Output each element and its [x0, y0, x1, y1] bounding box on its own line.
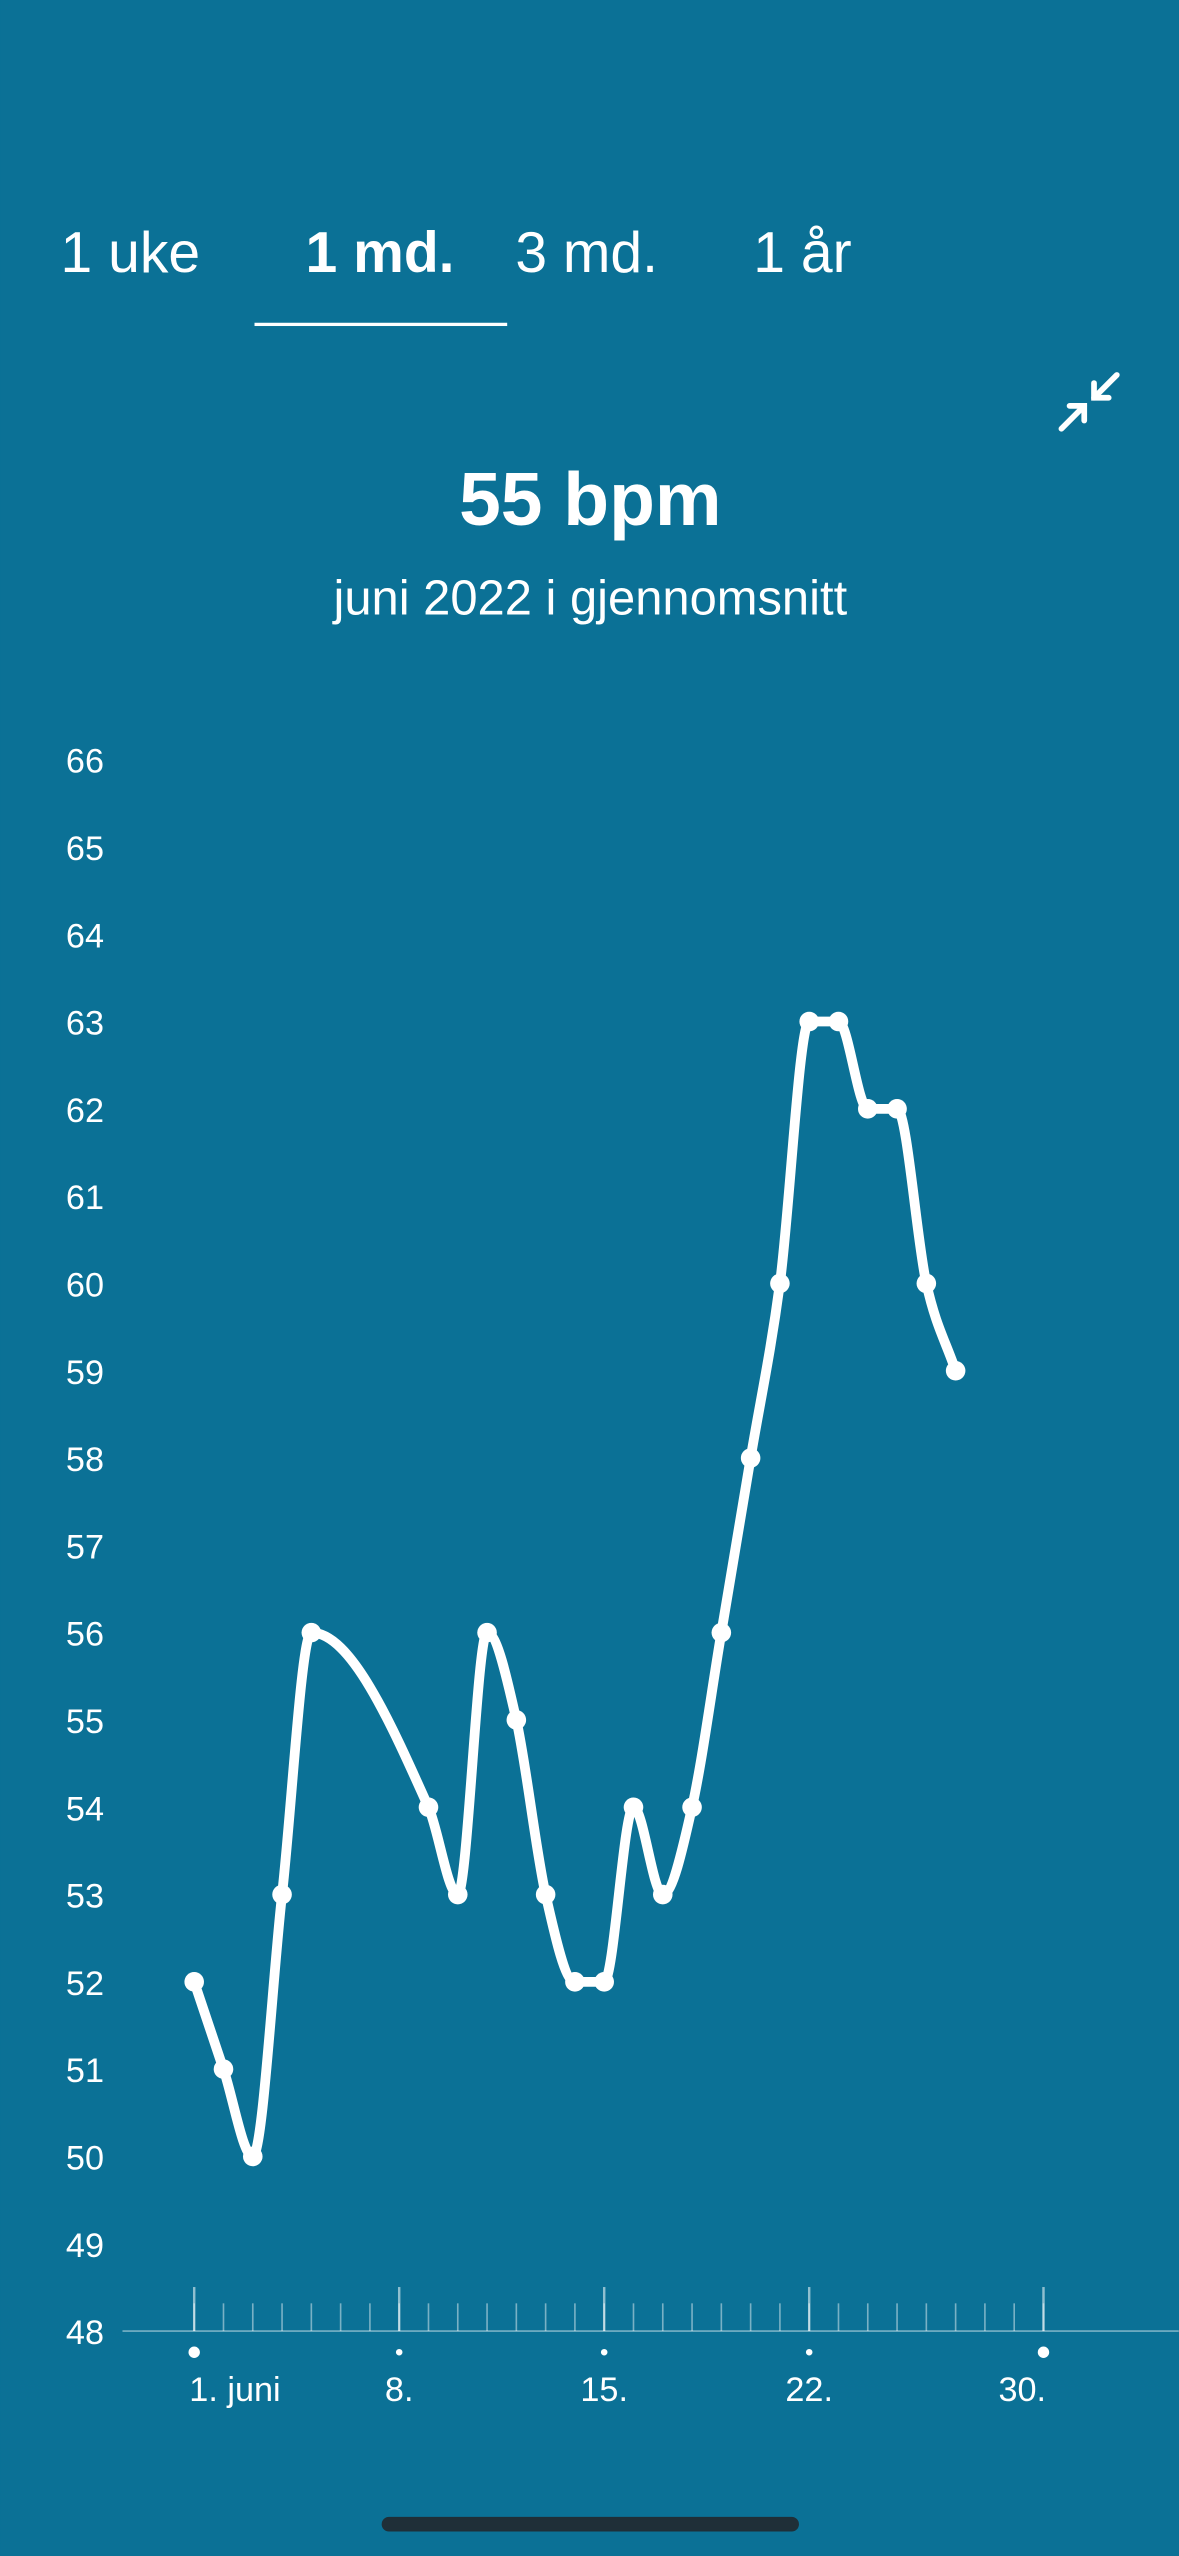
point [242, 2146, 263, 2167]
y-tick-label: 56 [66, 1616, 104, 1654]
tab-underline [254, 322, 508, 327]
home-indicator [381, 2516, 799, 2532]
y-tick-label: 60 [66, 1266, 104, 1304]
y-tick-label: 55 [66, 1703, 104, 1741]
tab[interactable]: 1 år [753, 221, 851, 285]
tab-selected[interactable]: 1 md. [306, 221, 455, 285]
x-tick-label: 15. [580, 2371, 628, 2409]
point [799, 1011, 819, 1032]
x-tick-label: 1. juni [189, 2371, 280, 2409]
tab[interactable]: 1 uke [61, 221, 201, 285]
point [477, 1622, 497, 1643]
x-tick-dot [600, 2348, 608, 2356]
summary-value: 55 bpm [459, 457, 721, 541]
y-tick-label: 48 [66, 2314, 104, 2352]
y-tick-label: 51 [66, 2052, 104, 2090]
point [770, 1273, 790, 1294]
point [711, 1622, 732, 1643]
x-tick-label: 8. [385, 2371, 414, 2409]
tab[interactable]: 3 md. [515, 221, 658, 285]
point [565, 1972, 585, 1992]
y-tick-label: 66 [66, 743, 104, 781]
point [887, 1099, 907, 1119]
x-tick-label: 22. [785, 2371, 833, 2409]
y-tick-label: 58 [66, 1441, 104, 1479]
point [682, 1797, 702, 1818]
x-tick-dot [395, 2348, 403, 2356]
x-tick-dot [805, 2348, 813, 2356]
point [652, 1884, 673, 1905]
x-tick-dot [1037, 2346, 1050, 2358]
point [184, 1972, 204, 1992]
y-tick-label: 49 [66, 2227, 104, 2265]
collapse-button[interactable] [1058, 372, 1120, 432]
point [828, 1011, 849, 1032]
y-tick-label: 54 [66, 1790, 104, 1828]
x-tick-dot [188, 2346, 200, 2358]
x-tick-label: 30. [999, 2371, 1047, 2409]
y-tick-label: 52 [66, 1965, 104, 2003]
point [447, 1884, 468, 1905]
point [213, 2059, 234, 2079]
point [418, 1797, 439, 1818]
y-tick-label: 59 [66, 1354, 104, 1392]
point [535, 1884, 556, 1905]
line [189, 1016, 961, 2162]
point [594, 1972, 614, 1992]
y-tick-label: 64 [66, 917, 104, 955]
y-tick-label: 50 [66, 2139, 104, 2177]
point [916, 1273, 937, 1294]
y-tick-label: 57 [66, 1528, 104, 1566]
point [506, 1710, 527, 1730]
point [740, 1448, 761, 1468]
y-tick-label: 62 [66, 1092, 104, 1130]
point [301, 1622, 322, 1643]
y-tick-label: 53 [66, 1878, 104, 1916]
y-tick-label: 65 [66, 830, 104, 868]
summary-period: juni 2022 i gjennomsnitt [331, 572, 847, 626]
point [857, 1099, 878, 1119]
y-tick-label: 63 [66, 1005, 104, 1043]
point [945, 1360, 966, 1381]
point [272, 1884, 292, 1905]
point [623, 1797, 644, 1818]
y-tick-label: 61 [66, 1179, 104, 1217]
